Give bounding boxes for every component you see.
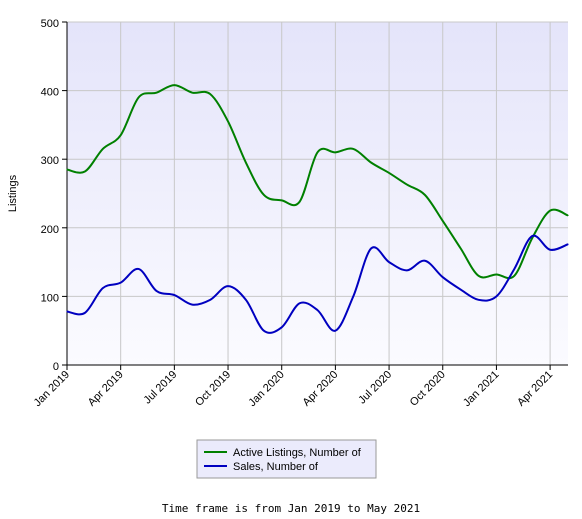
- data-point-sales: [155, 290, 158, 292]
- x-tick-label: Apr 2020: [300, 369, 340, 409]
- data-point-active-listings: [173, 84, 175, 86]
- legend-box: [196, 439, 377, 479]
- data-point-active-listings: [155, 92, 158, 94]
- x-tick-label: Oct 2020: [408, 369, 448, 409]
- data-point-active-listings: [137, 96, 140, 99]
- data-point-sales: [281, 326, 283, 328]
- data-point-sales: [209, 299, 211, 301]
- data-point-active-listings: [263, 194, 265, 196]
- data-point-active-listings: [120, 134, 122, 136]
- x-tick-label: Jan 2021: [461, 369, 501, 409]
- data-point-active-listings: [66, 168, 68, 171]
- plot-area: [67, 22, 568, 365]
- y-axis-title: Listings: [7, 174, 19, 212]
- data-point-sales: [102, 287, 104, 289]
- data-point-active-listings: [370, 162, 372, 164]
- data-point-sales: [120, 282, 122, 284]
- data-point-active-listings: [227, 120, 229, 123]
- y-tick-label: 200: [41, 224, 59, 236]
- y-tick-label: 0: [53, 361, 59, 373]
- data-point-active-listings: [281, 199, 283, 201]
- x-tick-label: Apr 2019: [86, 369, 126, 409]
- timeframe-note: Time frame is from Jan 2019 to May 2021: [161, 502, 421, 515]
- data-point-active-listings: [84, 170, 86, 173]
- x-tick-label: Jan 2019: [32, 369, 72, 409]
- data-point-active-listings: [245, 162, 247, 164]
- y-tick-label: 100: [41, 292, 59, 304]
- data-point-sales: [352, 295, 354, 297]
- data-point-active-listings: [495, 273, 498, 276]
- data-point-active-listings: [388, 172, 390, 174]
- data-point-active-listings: [406, 183, 408, 186]
- legend: Active Listings, Number of Sales, Number…: [196, 439, 377, 479]
- data-point-active-listings: [477, 275, 480, 277]
- data-point-sales: [460, 288, 462, 291]
- legend-label-active-listings: Active Listings, Number of: [233, 447, 362, 459]
- data-point-active-listings: [442, 220, 444, 222]
- data-point-sales: [227, 285, 229, 287]
- data-point-sales: [299, 302, 301, 304]
- data-point-active-listings: [460, 247, 462, 249]
- data-point-active-listings: [567, 214, 569, 217]
- data-point-sales: [442, 276, 444, 278]
- data-point-active-listings: [299, 201, 301, 203]
- data-point-active-listings: [191, 92, 193, 94]
- x-tick-label: Oct 2019: [193, 369, 233, 409]
- data-point-active-listings: [352, 148, 354, 150]
- data-point-sales: [245, 299, 247, 301]
- y-tick-label: 300: [41, 155, 59, 167]
- x-tick-label: Jul 2019: [142, 369, 180, 407]
- data-point-sales: [495, 295, 498, 297]
- data-point-sales: [66, 310, 68, 313]
- data-point-sales: [513, 268, 515, 270]
- series-layer: [66, 84, 569, 334]
- data-point-sales: [567, 243, 569, 245]
- data-point-sales: [531, 235, 533, 237]
- grid-lines: [67, 21, 568, 365]
- data-point-active-listings: [424, 194, 426, 196]
- data-point-sales: [388, 261, 390, 263]
- data-point-sales: [477, 299, 480, 301]
- data-point-sales: [84, 312, 86, 314]
- data-point-active-listings: [102, 148, 104, 150]
- y-tick-label: 500: [41, 18, 59, 30]
- y-tick-label: 400: [41, 87, 59, 99]
- data-point-sales: [263, 330, 265, 332]
- data-point-sales: [334, 330, 336, 332]
- x-tick-label: Jul 2020: [356, 369, 394, 407]
- data-point-active-listings: [316, 151, 319, 153]
- data-point-sales: [191, 304, 193, 306]
- data-point-sales: [424, 260, 426, 262]
- x-tick-label: Apr 2021: [515, 369, 555, 409]
- data-point-active-listings: [209, 93, 211, 95]
- data-point-sales: [549, 249, 551, 251]
- data-point-sales: [316, 309, 319, 311]
- data-point-active-listings: [334, 151, 336, 153]
- data-point-sales: [137, 268, 140, 270]
- data-point-active-listings: [531, 237, 533, 239]
- data-point-sales: [173, 294, 175, 296]
- data-point-sales: [370, 247, 372, 249]
- data-point-active-listings: [549, 210, 551, 212]
- data-point-sales: [406, 269, 408, 271]
- legend-label-sales: Sales, Number of: [233, 461, 319, 473]
- x-tick-label: Jan 2020: [246, 369, 286, 409]
- data-point-active-listings: [513, 275, 515, 277]
